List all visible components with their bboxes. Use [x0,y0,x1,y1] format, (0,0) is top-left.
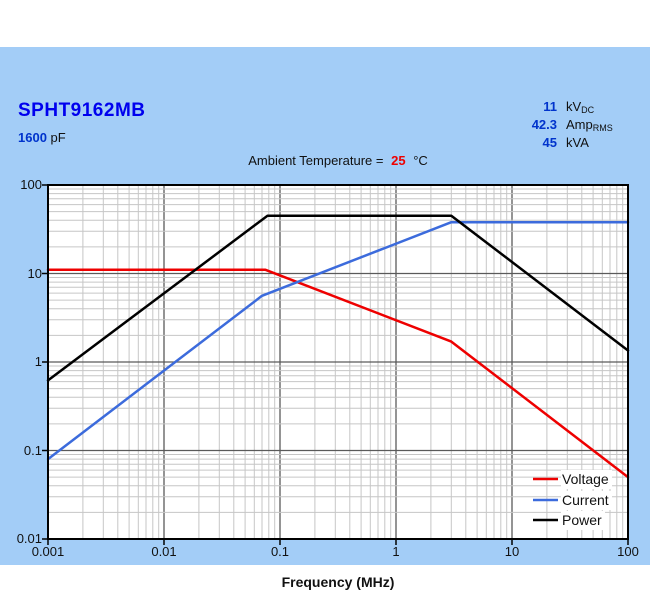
legend-label-voltage: Voltage [561,470,612,489]
x-tick-label: 100 [617,544,639,559]
y-tick-label: 0.1 [23,442,42,458]
rating-voltage-unit-subscript: DC [581,105,595,115]
ratings-block: 11 kVDC 42.3 AmpRMS 45 kVA [490,98,640,152]
curve-current [46,220,630,461]
rating-current-unit-subscript: RMS [592,123,613,133]
rating-current-value: 42.3 [531,117,557,132]
ambient-temperature-line: Ambient Temperature = 25 °C [48,153,628,168]
y-tick-label: 0.01 [16,531,42,546]
rating-power-value: 45 [542,135,557,150]
chart-svg [42,184,630,545]
x-tick-label: 0.001 [31,544,65,559]
legend-label-current: Current [561,491,612,510]
y-tick-label: 100 [20,177,42,192]
x-tick-label: 0.01 [151,544,177,559]
x-tick-label: 10 [504,544,520,559]
chart-panel: SPHT9162MB 1600 pF 11 kVDC 42.3 AmpRMS 45 k… [0,47,650,590]
rating-power: 45 kVA [490,134,640,152]
curve-power [46,214,630,382]
capacitance-line: 1600 pF [18,130,66,145]
capacitance-value: 1600 [18,130,47,145]
ambient-temperature-unit: °C [413,153,428,168]
x-axis-title: Frequency (MHz) [281,574,395,590]
rating-voltage-unit: kV [566,99,582,114]
capacitance-unit: pF [50,130,66,145]
y-tick-label: 1 [34,354,42,369]
x-tick-label: 0.1 [270,544,290,559]
rating-voltage-value: 11 [543,99,557,114]
rating-power-unit: kVA [566,135,589,150]
rating-current: 42.3 AmpRMS [490,116,640,134]
ambient-temperature-value: 25 [391,153,406,168]
rating-current-unit: Amp [566,117,593,132]
part-number-title: SPHT9162MB [18,100,146,121]
plot-area [40,177,638,551]
legend-label-power: Power [561,511,605,530]
x-tick-label: 1 [392,544,400,559]
y-tick-label: 10 [27,265,42,281]
curve-voltage [46,268,630,479]
ambient-temperature-label: Ambient Temperature = [248,153,384,168]
rating-voltage: 11 kVDC [490,98,640,116]
